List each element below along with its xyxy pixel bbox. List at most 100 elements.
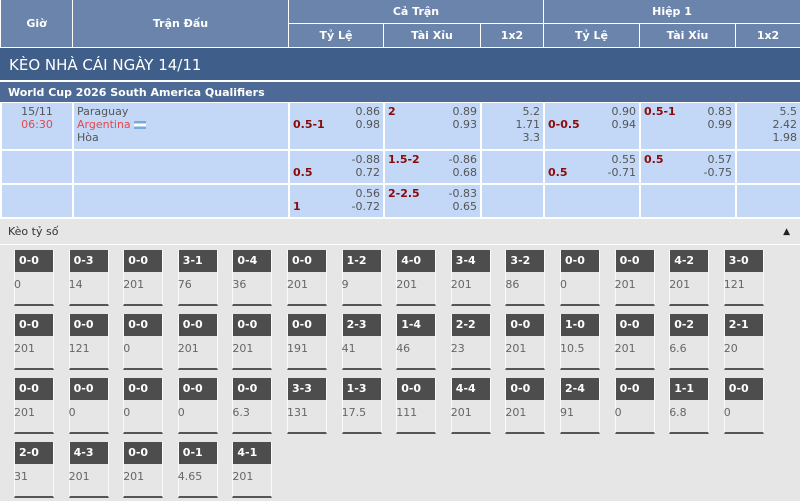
odds-values: 0.57 -0.75: [703, 152, 732, 179]
score-tile[interactable]: 0-4 36: [232, 249, 273, 306]
score-tile[interactable]: 0-1 4.65: [177, 441, 218, 498]
score-tile[interactable]: 2-2 23: [450, 313, 491, 370]
score-odds: 201: [505, 405, 527, 419]
h1-1x2[interactable]: 5.5 2.42 1.98: [735, 102, 800, 151]
h1-handicap[interactable]: 0-0.5 0.90 0.94: [543, 102, 641, 151]
score-tile[interactable]: 0-0 6.3: [232, 377, 273, 434]
handicap-line: 0.5-1: [644, 104, 676, 118]
score-odds: 201: [14, 341, 35, 355]
score-tile[interactable]: 0-0 0: [560, 249, 600, 306]
score-tile[interactable]: 0-0 201: [614, 313, 655, 370]
score-label: 0-0: [615, 249, 654, 272]
score-odds: 0: [177, 405, 185, 419]
score-tile[interactable]: 0-2 6.6: [669, 313, 710, 370]
score-tile[interactable]: 4-4 201: [450, 377, 491, 434]
h1-over-under[interactable]: 0.5-1 0.83 0.99: [639, 102, 737, 151]
score-odds: 201: [14, 405, 35, 419]
col-ft-1x2: 1x2: [479, 23, 545, 48]
score-tile[interactable]: 0-0 201: [505, 377, 546, 434]
score-tile[interactable]: 0-0 0: [723, 377, 764, 434]
score-tile[interactable]: 1-2 9: [341, 249, 382, 306]
score-tile[interactable]: 2-3 41: [341, 313, 382, 370]
score-tile[interactable]: 0-0 201: [123, 441, 164, 498]
score-tile[interactable]: 2-4 91: [560, 377, 600, 434]
score-odds: 0: [68, 405, 76, 419]
handicap-line: 0.5: [548, 165, 568, 179]
score-tile[interactable]: 0-0 201: [177, 313, 218, 370]
score-tile[interactable]: 0-0 201: [14, 313, 54, 370]
score-tile[interactable]: 0-0 0: [123, 313, 164, 370]
score-tile[interactable]: 3-0 121: [723, 249, 764, 306]
h1-handicap: [543, 183, 641, 219]
score-label: 0-1: [178, 441, 217, 464]
score-odds: 31: [14, 469, 28, 483]
score-tile[interactable]: 0-0 121: [68, 313, 109, 370]
score-tile[interactable]: 3-4 201: [450, 249, 491, 306]
ft-1x2: [480, 183, 545, 219]
score-label: 0-0: [124, 313, 163, 336]
score-tile[interactable]: 1-1 6.8: [669, 377, 710, 434]
score-tile[interactable]: 4-2 201: [669, 249, 710, 306]
col-ca-tran: Cả Trận: [287, 0, 545, 24]
score-odds: 201: [232, 341, 254, 355]
score-tile[interactable]: 1-3 17.5: [341, 377, 382, 434]
page-title: KÈO NHÀ CÁI NGÀY 14/11: [0, 47, 800, 82]
ft-over-under[interactable]: 1.5-2 -0.86 0.68: [383, 149, 482, 185]
ft-over-under[interactable]: 2 0.89 0.93: [383, 102, 482, 151]
league-header[interactable]: World Cup 2026 South America Qualifiers: [0, 81, 800, 103]
score-tile[interactable]: 0-0 0: [68, 377, 109, 434]
handicap-line: 0.5: [293, 165, 313, 179]
kickoff-time: 06:30: [21, 117, 53, 131]
score-tile[interactable]: 0-0 201: [123, 249, 164, 306]
score-tile[interactable]: 0-0 0: [14, 249, 54, 306]
score-tile[interactable]: 0-3 14: [68, 249, 109, 306]
score-odds: 201: [450, 405, 472, 419]
odds-values: 0.56 -0.72: [351, 186, 380, 213]
score-tile[interactable]: 0-0 201: [287, 249, 327, 306]
score-tile[interactable]: 0-0 201: [232, 313, 273, 370]
score-tile[interactable]: 0-0 0: [177, 377, 218, 434]
score-label: 2-1: [724, 313, 763, 336]
score-odds: 0: [560, 277, 567, 291]
score-tile[interactable]: 0-0 111: [396, 377, 437, 434]
score-odds: 201: [123, 277, 145, 291]
score-tile[interactable]: 0-0 201: [14, 377, 54, 434]
h1-handicap[interactable]: 0.5 0.55 -0.71: [543, 149, 641, 185]
score-tile[interactable]: 0-0 191: [287, 313, 327, 370]
score-tile[interactable]: 0-0 0: [614, 377, 655, 434]
score-label: 2-3: [342, 313, 381, 336]
h1-over-under: [639, 183, 737, 219]
score-tile[interactable]: 0-0 201: [505, 313, 546, 370]
ft-over-under[interactable]: 2-2.5 -0.83 0.65: [383, 183, 482, 219]
h1-over-under[interactable]: 0.5 0.57 -0.75: [639, 149, 737, 185]
score-tile[interactable]: 0-0 201: [614, 249, 655, 306]
score-odds-header[interactable]: Kèo tỷ số ▲: [0, 219, 800, 245]
ft-handicap[interactable]: 0.5 -0.88 0.72: [288, 149, 385, 185]
score-odds: 111: [396, 405, 418, 419]
match-teams[interactable]: Paraguay Argentina Hòa: [72, 102, 290, 151]
score-tile[interactable]: 1-4 46: [396, 313, 437, 370]
score-tile[interactable]: 4-1 201: [232, 441, 273, 498]
ft-1x2[interactable]: 5.2 1.71 3.3: [480, 102, 545, 151]
handicap-line: 0.5-1: [293, 117, 325, 131]
score-label: 0-0: [124, 249, 163, 272]
ft-handicap[interactable]: 0.5-1 0.86 0.98: [288, 102, 385, 151]
score-odds: 0: [723, 405, 731, 419]
score-tile[interactable]: 3-2 86: [505, 249, 546, 306]
score-tile[interactable]: 3-1 76: [177, 249, 218, 306]
ft-handicap[interactable]: 1 0.56 -0.72: [288, 183, 385, 219]
score-tile[interactable]: 2-1 20: [723, 313, 764, 370]
empty-cell: [0, 183, 74, 219]
score-tile[interactable]: 1-0 10.5: [560, 313, 600, 370]
score-tile[interactable]: 0-0 0: [123, 377, 164, 434]
score-odds: 201: [232, 469, 254, 483]
score-tile[interactable]: 2-0 31: [14, 441, 54, 498]
score-tile[interactable]: 4-0 201: [396, 249, 437, 306]
col-hiep1: Hiệp 1: [543, 0, 800, 24]
score-tile[interactable]: 4-3 201: [68, 441, 109, 498]
handicap-line: 2-2.5: [388, 186, 420, 200]
score-label: 4-3: [69, 441, 108, 464]
score-tile[interactable]: 3-3 131: [287, 377, 327, 434]
odds-values: 0.86 0.98: [355, 104, 381, 131]
caret-up-icon[interactable]: ▲: [783, 226, 790, 237]
